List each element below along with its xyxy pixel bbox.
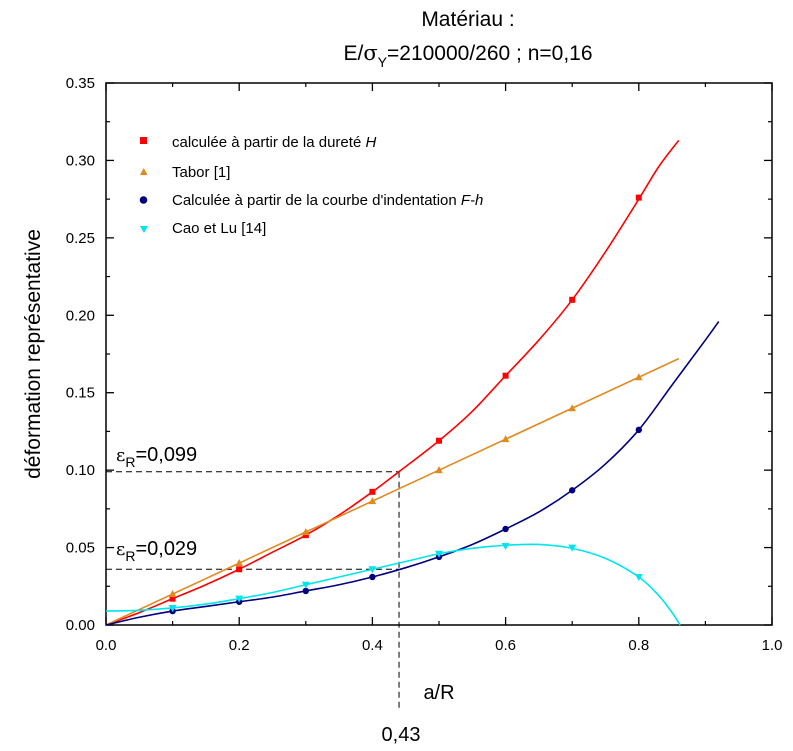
series-line-1 (105, 357, 680, 626)
legend-label-indentation: Calculée à partir de la courbe d'indenta… (172, 192, 483, 209)
y-tick-label: 0.00 (66, 617, 95, 634)
annotation-0029-subscript: R (125, 548, 135, 564)
x-tick-label: 0.8 (628, 637, 649, 654)
annotation-eps-0029: εR=0,029 (116, 538, 197, 564)
legend: calculée à partir de la dureté H Tabor [… (139, 134, 483, 237)
series-3-point-6 (568, 544, 577, 552)
series-1 (105, 357, 680, 626)
series-layer (105, 139, 720, 626)
y-tick-label: 0.30 (66, 152, 95, 169)
series-3-point-7 (634, 573, 643, 581)
annotation-0099-subscript: R (125, 454, 135, 470)
x-tick-label: 0.4 (362, 637, 383, 654)
series-1-point-3 (368, 497, 377, 505)
series-3-point-1 (235, 595, 244, 603)
annotation-0099-epsilon: ε (116, 445, 125, 466)
y-tick-label: 0.20 (66, 307, 95, 324)
series-3-point-4 (435, 550, 443, 558)
series-1-point-0 (168, 590, 177, 598)
series-1-point-2 (302, 528, 310, 536)
legend-label-tabor: Tabor [1] (172, 164, 230, 181)
title-sigma: σ (363, 41, 377, 65)
title-subscript-y: Y (378, 54, 388, 70)
axes: 0.0 0.2 0.4 0.6 0.8 1.0 0.00 0.05 0.10 0.15 0.20 0.… (66, 75, 783, 654)
title-e: E/ (343, 42, 363, 65)
series-2-point-7 (635, 426, 642, 434)
title-rest: =210000/260 ; n=0,16 (387, 42, 593, 65)
x-tick-label: 0.0 (96, 637, 117, 654)
series-0-point-0 (169, 595, 176, 602)
series-0-point-4 (436, 437, 442, 444)
series-2-point-2 (302, 587, 309, 595)
y-tick-label: 0.35 (66, 75, 95, 92)
x-marker-label: 0,43 (382, 724, 421, 746)
series-0-point-5 (502, 372, 509, 379)
legend-marker-red-square (140, 137, 147, 144)
chart-title-line1: Matériau : (421, 8, 514, 31)
series-line-2 (105, 321, 720, 626)
y-tick-label: 0.05 (66, 540, 95, 557)
series-1-point-1 (235, 559, 243, 567)
series-3-point-2 (301, 581, 310, 589)
legend-label-hardness: calculée à partir de la dureté H (172, 134, 376, 151)
series-1-point-6 (568, 404, 576, 412)
series-3-point-5 (501, 543, 510, 551)
x-tick-label: 0.2 (229, 637, 250, 654)
y-tick-label: 0.15 (66, 385, 95, 402)
annotation-0029-value: =0,029 (135, 538, 197, 560)
series-0 (105, 139, 680, 626)
annotation-0029-epsilon: ε (116, 539, 125, 560)
x-tick-label: 1.0 (762, 637, 783, 654)
chart-title-line2: E/σY=210000/260 ; n=0,16 (343, 41, 592, 70)
y-axis-label: déformation représentative (22, 229, 45, 479)
annotation-eps-0099: εR=0,099 (116, 444, 197, 470)
series-0-point-1 (236, 566, 243, 573)
series-2-point-6 (569, 487, 576, 494)
series-2-point-3 (369, 573, 376, 581)
legend-marker-cyan-triangle (140, 226, 148, 233)
legend-marker-navy-circle (139, 196, 148, 204)
legend-label-cao-lu: Cao et Lu [14] (172, 220, 266, 237)
series-0-point-2 (302, 532, 309, 539)
series-0-point-7 (635, 194, 642, 201)
series-line-0 (105, 139, 680, 626)
series-3-point-0 (168, 604, 177, 612)
series-3-point-3 (368, 566, 377, 574)
series-0-point-3 (369, 488, 376, 495)
series-1-point-5 (501, 435, 510, 443)
annotation-0099-value: =0,099 (135, 444, 197, 466)
x-axis-label: a/R (423, 682, 454, 704)
series-1-point-4 (435, 466, 443, 474)
y-tick-label: 0.25 (66, 230, 95, 247)
guides (106, 471, 400, 708)
x-tick-label: 0.6 (495, 637, 516, 654)
series-3 (105, 543, 681, 626)
series-1-point-7 (635, 373, 643, 381)
series-0-point-6 (569, 296, 576, 303)
y-tick-label: 0.10 (66, 462, 95, 479)
series-2-point-5 (502, 525, 509, 533)
series-2 (105, 321, 720, 626)
legend-marker-orange-triangle (140, 168, 148, 175)
